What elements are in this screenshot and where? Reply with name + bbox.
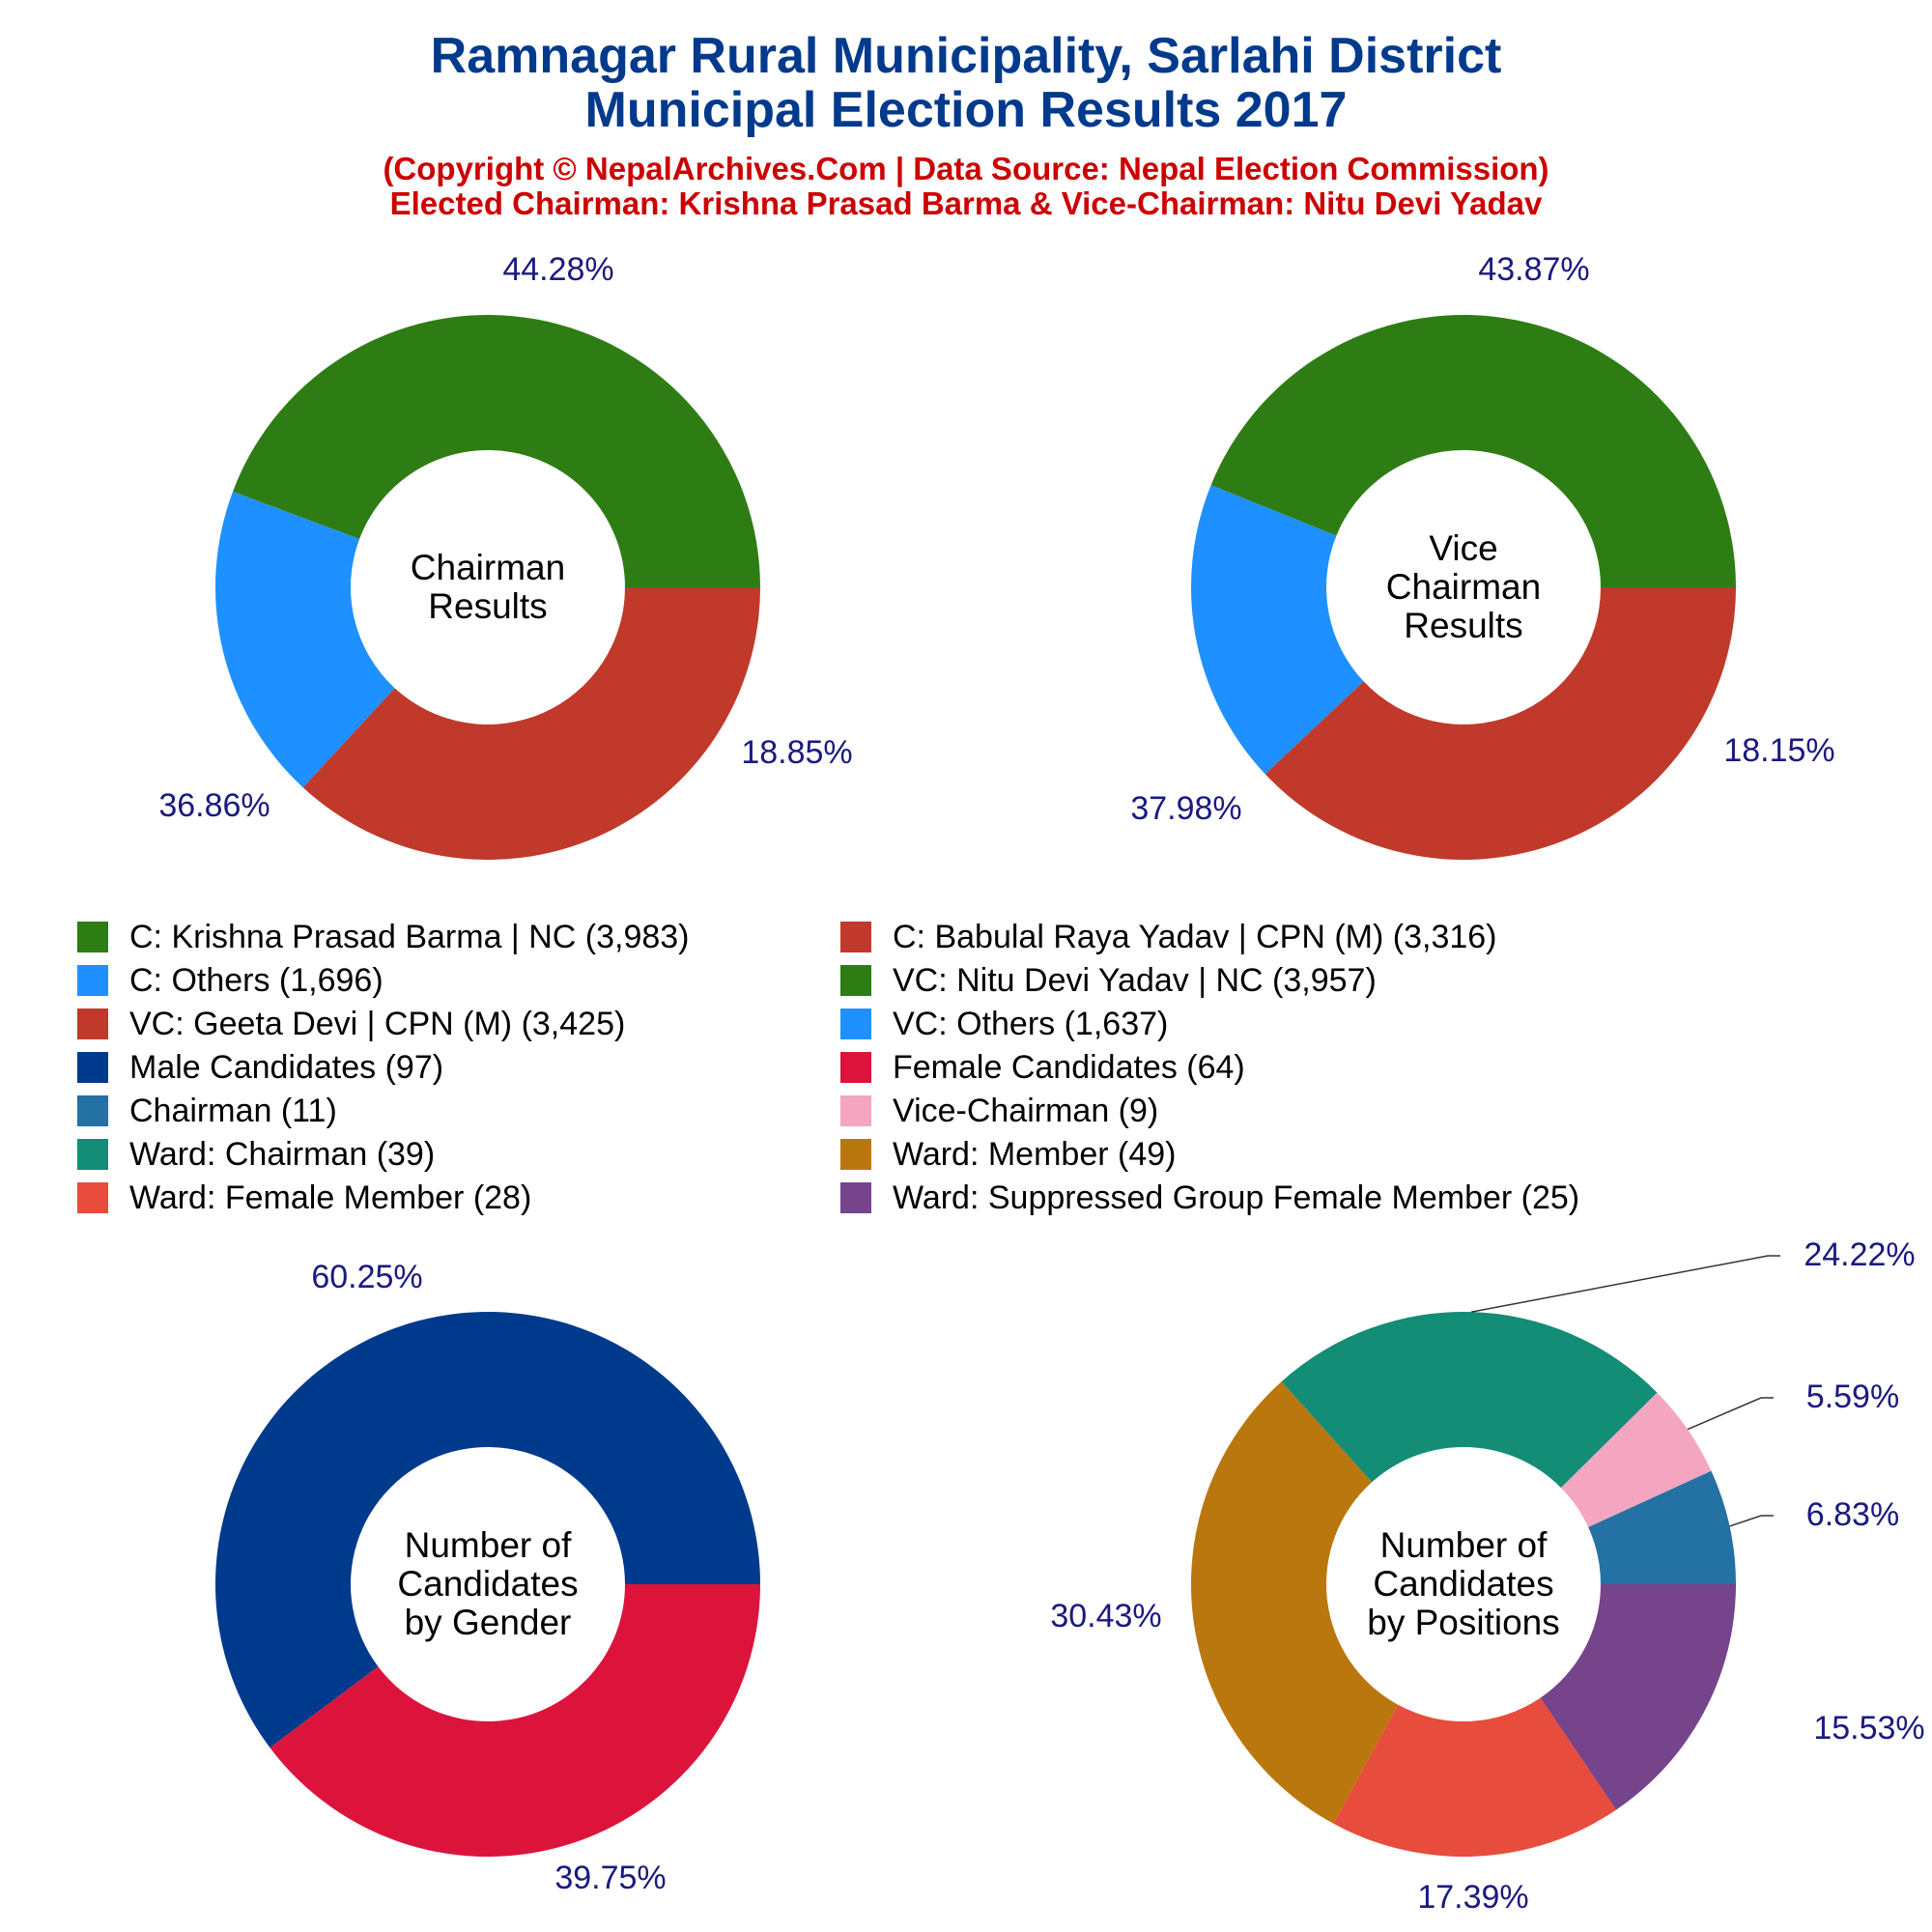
percent-label-vice-chairman-0: 43.87% xyxy=(1478,251,1589,288)
center-label-positions-1: Candidates xyxy=(1373,1564,1553,1604)
legend-label: C: Krishna Prasad Barma | NC (3,983) xyxy=(129,918,690,955)
slice-positions-1 xyxy=(1560,1392,1712,1527)
percent-label-chairman-2: 36.86% xyxy=(158,787,270,824)
legend-item: VC: Others (1,637) xyxy=(840,1003,1168,1045)
legend-item: Female Candidates (64) xyxy=(840,1046,1245,1089)
legend-swatch xyxy=(77,1182,108,1213)
slice-gender-1 xyxy=(270,1584,760,1857)
slice-chairman-1 xyxy=(215,491,395,788)
legend-item: Vice-Chairman (9) xyxy=(840,1090,1158,1132)
legend-item: C: Babulal Raya Yadav | CPN (M) (3,316) xyxy=(840,916,1497,958)
legend-swatch xyxy=(77,1009,108,1039)
legend-swatch xyxy=(840,1095,871,1126)
slice-vice-chairman-1 xyxy=(1191,485,1364,775)
leader-line-positions-1 xyxy=(1687,1397,1774,1431)
slice-chairman-0 xyxy=(233,315,761,587)
legend-label: Vice-Chairman (9) xyxy=(893,1092,1159,1129)
leader-line-positions-2 xyxy=(1471,1255,1780,1313)
center-label-gender-1: Candidates xyxy=(397,1564,578,1604)
donut-positions: 6.83% 5.59% 24.22% 30.43% 17.39% 15.53% Number… xyxy=(1050,1236,1924,1916)
percent-label-chairman-0: 44.28% xyxy=(502,251,613,288)
legend-item: Ward: Female Member (28) xyxy=(77,1177,531,1219)
legend-swatch xyxy=(77,1095,108,1126)
percent-label-gender-0: 60.25% xyxy=(311,1259,422,1295)
legend-label: Female Candidates (64) xyxy=(893,1048,1245,1086)
legend-swatch xyxy=(840,922,871,952)
legend-item: Ward: Suppressed Group Female Member (25… xyxy=(840,1177,1579,1219)
center-label-positions-2: by Positions xyxy=(1367,1603,1560,1642)
slice-positions-2 xyxy=(1281,1312,1658,1489)
slice-positions-0 xyxy=(1588,1470,1736,1584)
legend-item: VC: Nitu Devi Yadav | NC (3,957) xyxy=(840,959,1377,1002)
legend-label: Ward: Suppressed Group Female Member (25… xyxy=(893,1179,1580,1216)
legend-label: VC: Others (1,637) xyxy=(893,1005,1169,1042)
legend-label: Ward: Chairman (39) xyxy=(129,1135,436,1173)
slice-chairman-2 xyxy=(302,587,760,860)
slice-positions-3 xyxy=(1191,1381,1399,1824)
legend-label: Male Candidates (97) xyxy=(129,1048,444,1086)
legend-label: Ward: Female Member (28) xyxy=(129,1179,532,1216)
legend-swatch xyxy=(840,1139,871,1170)
percent-label-positions-2: 24.22% xyxy=(1804,1236,1915,1273)
legend-item: Ward: Chairman (39) xyxy=(77,1133,435,1176)
slice-positions-4 xyxy=(1333,1697,1617,1857)
slice-vice-chairman-2 xyxy=(1264,587,1736,860)
legend-item: Male Candidates (97) xyxy=(77,1046,443,1089)
slice-positions-5 xyxy=(1540,1584,1736,1810)
legend: C: Krishna Prasad Barma | NC (3,983) C: B… xyxy=(77,916,1913,1235)
chart-subtitle-copyright: (Copyright © NepalArchives.Com | Data So… xyxy=(383,151,1549,186)
percent-label-positions-4: 17.39% xyxy=(1417,1879,1528,1916)
legend-swatch xyxy=(840,1182,871,1213)
leader-line-positions-0 xyxy=(1729,1515,1774,1527)
slice-vice-chairman-0 xyxy=(1210,314,1736,587)
percent-label-positions-0: 6.83% xyxy=(1806,1496,1899,1533)
legend-swatch xyxy=(77,1139,108,1170)
percent-label-chairman-1: 18.85% xyxy=(741,734,852,771)
center-label-chairman-0: Chairman xyxy=(411,548,565,587)
legend-swatch xyxy=(840,965,871,996)
percent-label-positions-1: 5.59% xyxy=(1806,1378,1899,1415)
percent-label-vice-chairman-2: 37.98% xyxy=(1130,790,1241,827)
legend-label: C: Babulal Raya Yadav | CPN (M) (3,316) xyxy=(893,918,1497,955)
legend-item: Ward: Member (49) xyxy=(840,1133,1176,1176)
legend-swatch xyxy=(840,1052,871,1083)
legend-item: C: Krishna Prasad Barma | NC (3,983) xyxy=(77,916,690,958)
center-label-positions-0: Number of xyxy=(1380,1525,1548,1565)
legend-swatch xyxy=(77,922,108,952)
legend-label: Chairman (11) xyxy=(129,1092,337,1129)
percent-label-vice-chairman-1: 18.15% xyxy=(1723,732,1834,769)
legend-label: VC: Nitu Devi Yadav | NC (3,957) xyxy=(893,961,1377,999)
chart-title-line2: Municipal Election Results 2017 xyxy=(584,82,1348,138)
legend-label: VC: Geeta Devi | CPN (M) (3,425) xyxy=(129,1005,626,1042)
center-label-vice-chairman-0: Vice xyxy=(1429,528,1497,568)
percent-label-gender-1: 39.75% xyxy=(554,1860,666,1896)
center-label-gender-0: Number of xyxy=(405,1525,572,1565)
center-label-gender-2: by Gender xyxy=(405,1603,572,1642)
slice-gender-0 xyxy=(214,1312,760,1748)
percent-label-positions-5: 15.53% xyxy=(1813,1710,1924,1747)
percent-label-positions-3: 30.43% xyxy=(1050,1598,1161,1634)
legend-swatch xyxy=(77,965,108,996)
center-label-vice-chairman-1: Chairman xyxy=(1386,567,1541,607)
legend-label: C: Others (1,696) xyxy=(129,961,384,999)
legend-label: Ward: Member (49) xyxy=(893,1135,1177,1173)
legend-item: Chairman (11) xyxy=(77,1090,337,1132)
center-label-vice-chairman-2: Results xyxy=(1404,606,1522,645)
legend-item: C: Others (1,696) xyxy=(77,959,384,1002)
legend-swatch xyxy=(840,1009,871,1039)
center-label-chairman-1: Results xyxy=(428,586,547,626)
legend-item: VC: Geeta Devi | CPN (M) (3,425) xyxy=(77,1003,625,1045)
chart-subtitle-elected: Elected Chairman: Krishna Prasad Barma &… xyxy=(389,185,1543,221)
chart-title-line1: Ramnagar Rural Municipality, Sarlahi Dis… xyxy=(430,28,1502,84)
legend-swatch xyxy=(77,1052,108,1083)
